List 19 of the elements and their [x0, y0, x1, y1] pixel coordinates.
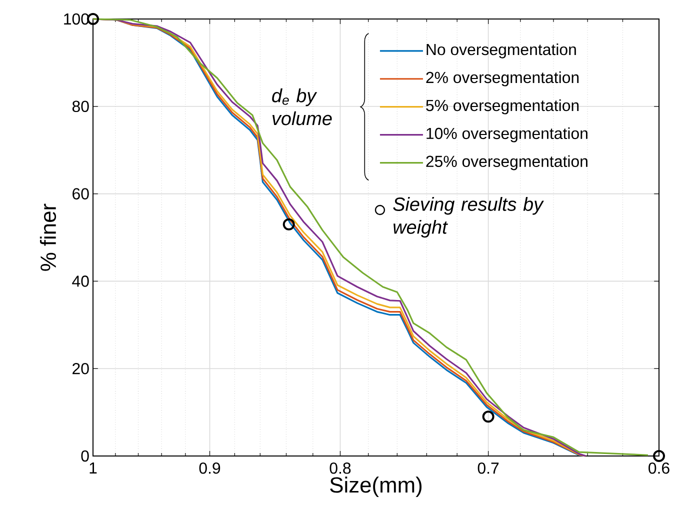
- legend-label: 10% oversegmentation: [426, 127, 588, 142]
- legend-label: No oversegmentation: [426, 43, 576, 58]
- legend-label: Sieving results by weight: [393, 197, 544, 238]
- x-tick-label: 0.6: [648, 462, 670, 474]
- x-axis-title: Size(mm): [330, 476, 422, 498]
- x-tick-label: 0.7: [478, 462, 499, 474]
- legend-label: 2% oversegmentation: [426, 71, 579, 86]
- legend-label: 5% oversegmentation: [426, 99, 579, 114]
- y-tick-label: 0: [81, 450, 89, 462]
- y-tick-label: 60: [72, 188, 89, 200]
- y-tick-label: 40: [72, 276, 89, 287]
- legend-label: 25% oversegmentation: [426, 155, 588, 170]
- y-axis-title: % finer: [40, 204, 56, 271]
- x-tick-label: 0.8: [330, 462, 351, 474]
- y-tick-label: 80: [72, 100, 89, 112]
- x-tick-label: 0.9: [199, 462, 220, 474]
- x-tick-label: 1: [90, 462, 97, 474]
- legend-title: d$_{e}$ by volume: [272, 88, 332, 126]
- y-tick-label: 20: [72, 362, 89, 374]
